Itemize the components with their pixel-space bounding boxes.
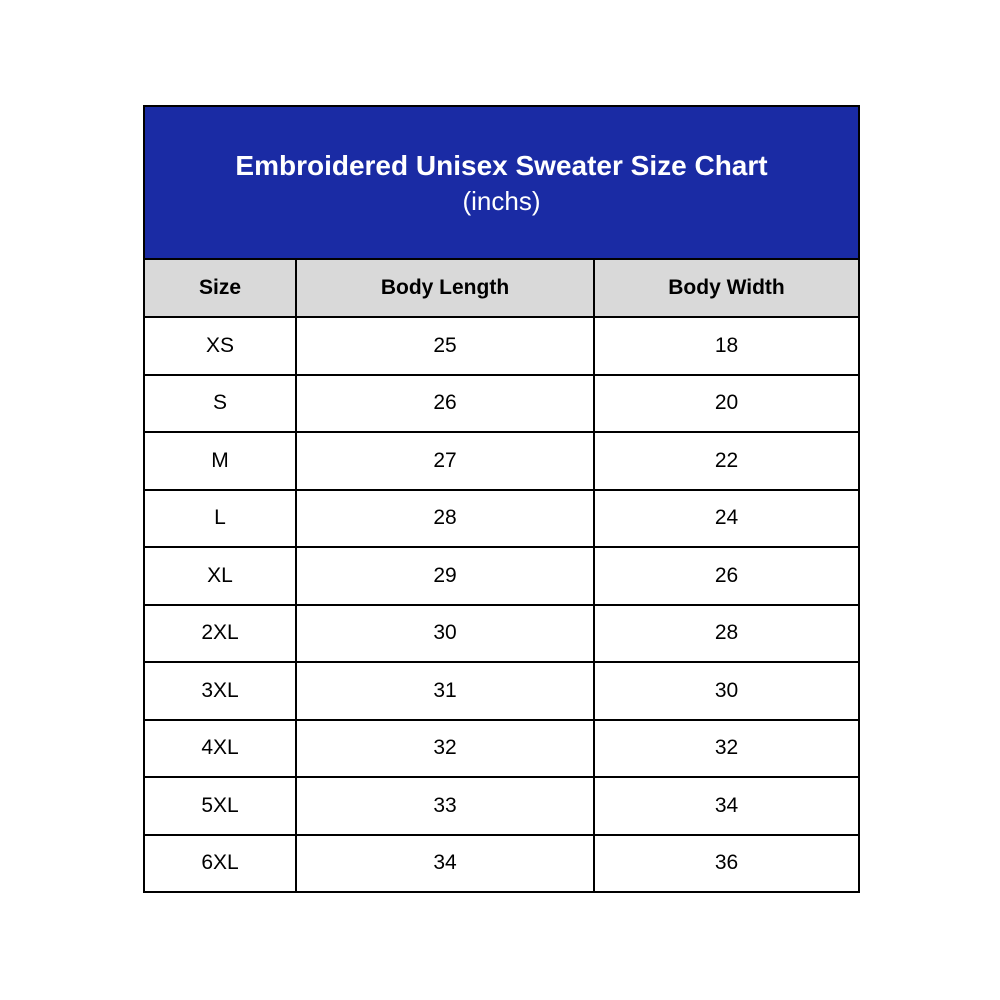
cell-body-length: 25 xyxy=(295,316,595,376)
cell-body-width: 28 xyxy=(593,603,860,663)
size-table: Embroidered Unisex Sweater Size Chart (i… xyxy=(143,105,860,893)
table-row: L 28 24 xyxy=(143,488,860,548)
chart-title: Embroidered Unisex Sweater Size Chart xyxy=(235,150,768,182)
cell-body-length: 29 xyxy=(295,546,595,606)
cell-size: 6XL xyxy=(143,833,297,893)
cell-size: L xyxy=(143,488,297,548)
table-row: XL 29 26 xyxy=(143,546,860,606)
cell-body-length: 34 xyxy=(295,833,595,893)
cell-body-width: 20 xyxy=(593,373,860,433)
chart-subtitle: (inchs) xyxy=(462,186,541,217)
table-row: XS 25 18 xyxy=(143,316,860,376)
table-row: 6XL 34 36 xyxy=(143,833,860,893)
cell-size: 4XL xyxy=(143,718,297,778)
cell-body-length: 33 xyxy=(295,776,595,836)
table-row: S 26 20 xyxy=(143,373,860,433)
table-row: M 27 22 xyxy=(143,431,860,491)
cell-body-length: 27 xyxy=(295,431,595,491)
cell-size: 3XL xyxy=(143,661,297,721)
cell-body-width: 32 xyxy=(593,718,860,778)
cell-size: 5XL xyxy=(143,776,297,836)
title-banner-row: Embroidered Unisex Sweater Size Chart (i… xyxy=(143,105,860,260)
cell-body-width: 26 xyxy=(593,546,860,606)
cell-body-length: 31 xyxy=(295,661,595,721)
title-banner: Embroidered Unisex Sweater Size Chart (i… xyxy=(143,105,860,260)
table-header-row: Size Body Length Body Width xyxy=(143,258,860,318)
cell-body-length: 28 xyxy=(295,488,595,548)
table-body: XS 25 18 S 26 20 M 27 22 L 28 24 XL 29 26 2XL 30 28 3XL 31 3… xyxy=(143,316,860,893)
cell-size: 2XL xyxy=(143,603,297,663)
column-header-body-length: Body Length xyxy=(295,258,595,318)
table-row: 3XL 31 30 xyxy=(143,661,860,721)
table-row: 2XL 30 28 xyxy=(143,603,860,663)
cell-size: XL xyxy=(143,546,297,606)
column-header-size: Size xyxy=(143,258,297,318)
column-header-body-width: Body Width xyxy=(593,258,860,318)
cell-size: M xyxy=(143,431,297,491)
cell-body-width: 34 xyxy=(593,776,860,836)
cell-body-length: 26 xyxy=(295,373,595,433)
cell-body-width: 36 xyxy=(593,833,860,893)
cell-body-width: 22 xyxy=(593,431,860,491)
cell-body-length: 30 xyxy=(295,603,595,663)
table-row: 5XL 33 34 xyxy=(143,776,860,836)
cell-body-width: 24 xyxy=(593,488,860,548)
cell-body-width: 18 xyxy=(593,316,860,376)
size-chart: Embroidered Unisex Sweater Size Chart (i… xyxy=(143,105,860,893)
cell-size: XS xyxy=(143,316,297,376)
cell-body-width: 30 xyxy=(593,661,860,721)
cell-size: S xyxy=(143,373,297,433)
table-row: 4XL 32 32 xyxy=(143,718,860,778)
cell-body-length: 32 xyxy=(295,718,595,778)
